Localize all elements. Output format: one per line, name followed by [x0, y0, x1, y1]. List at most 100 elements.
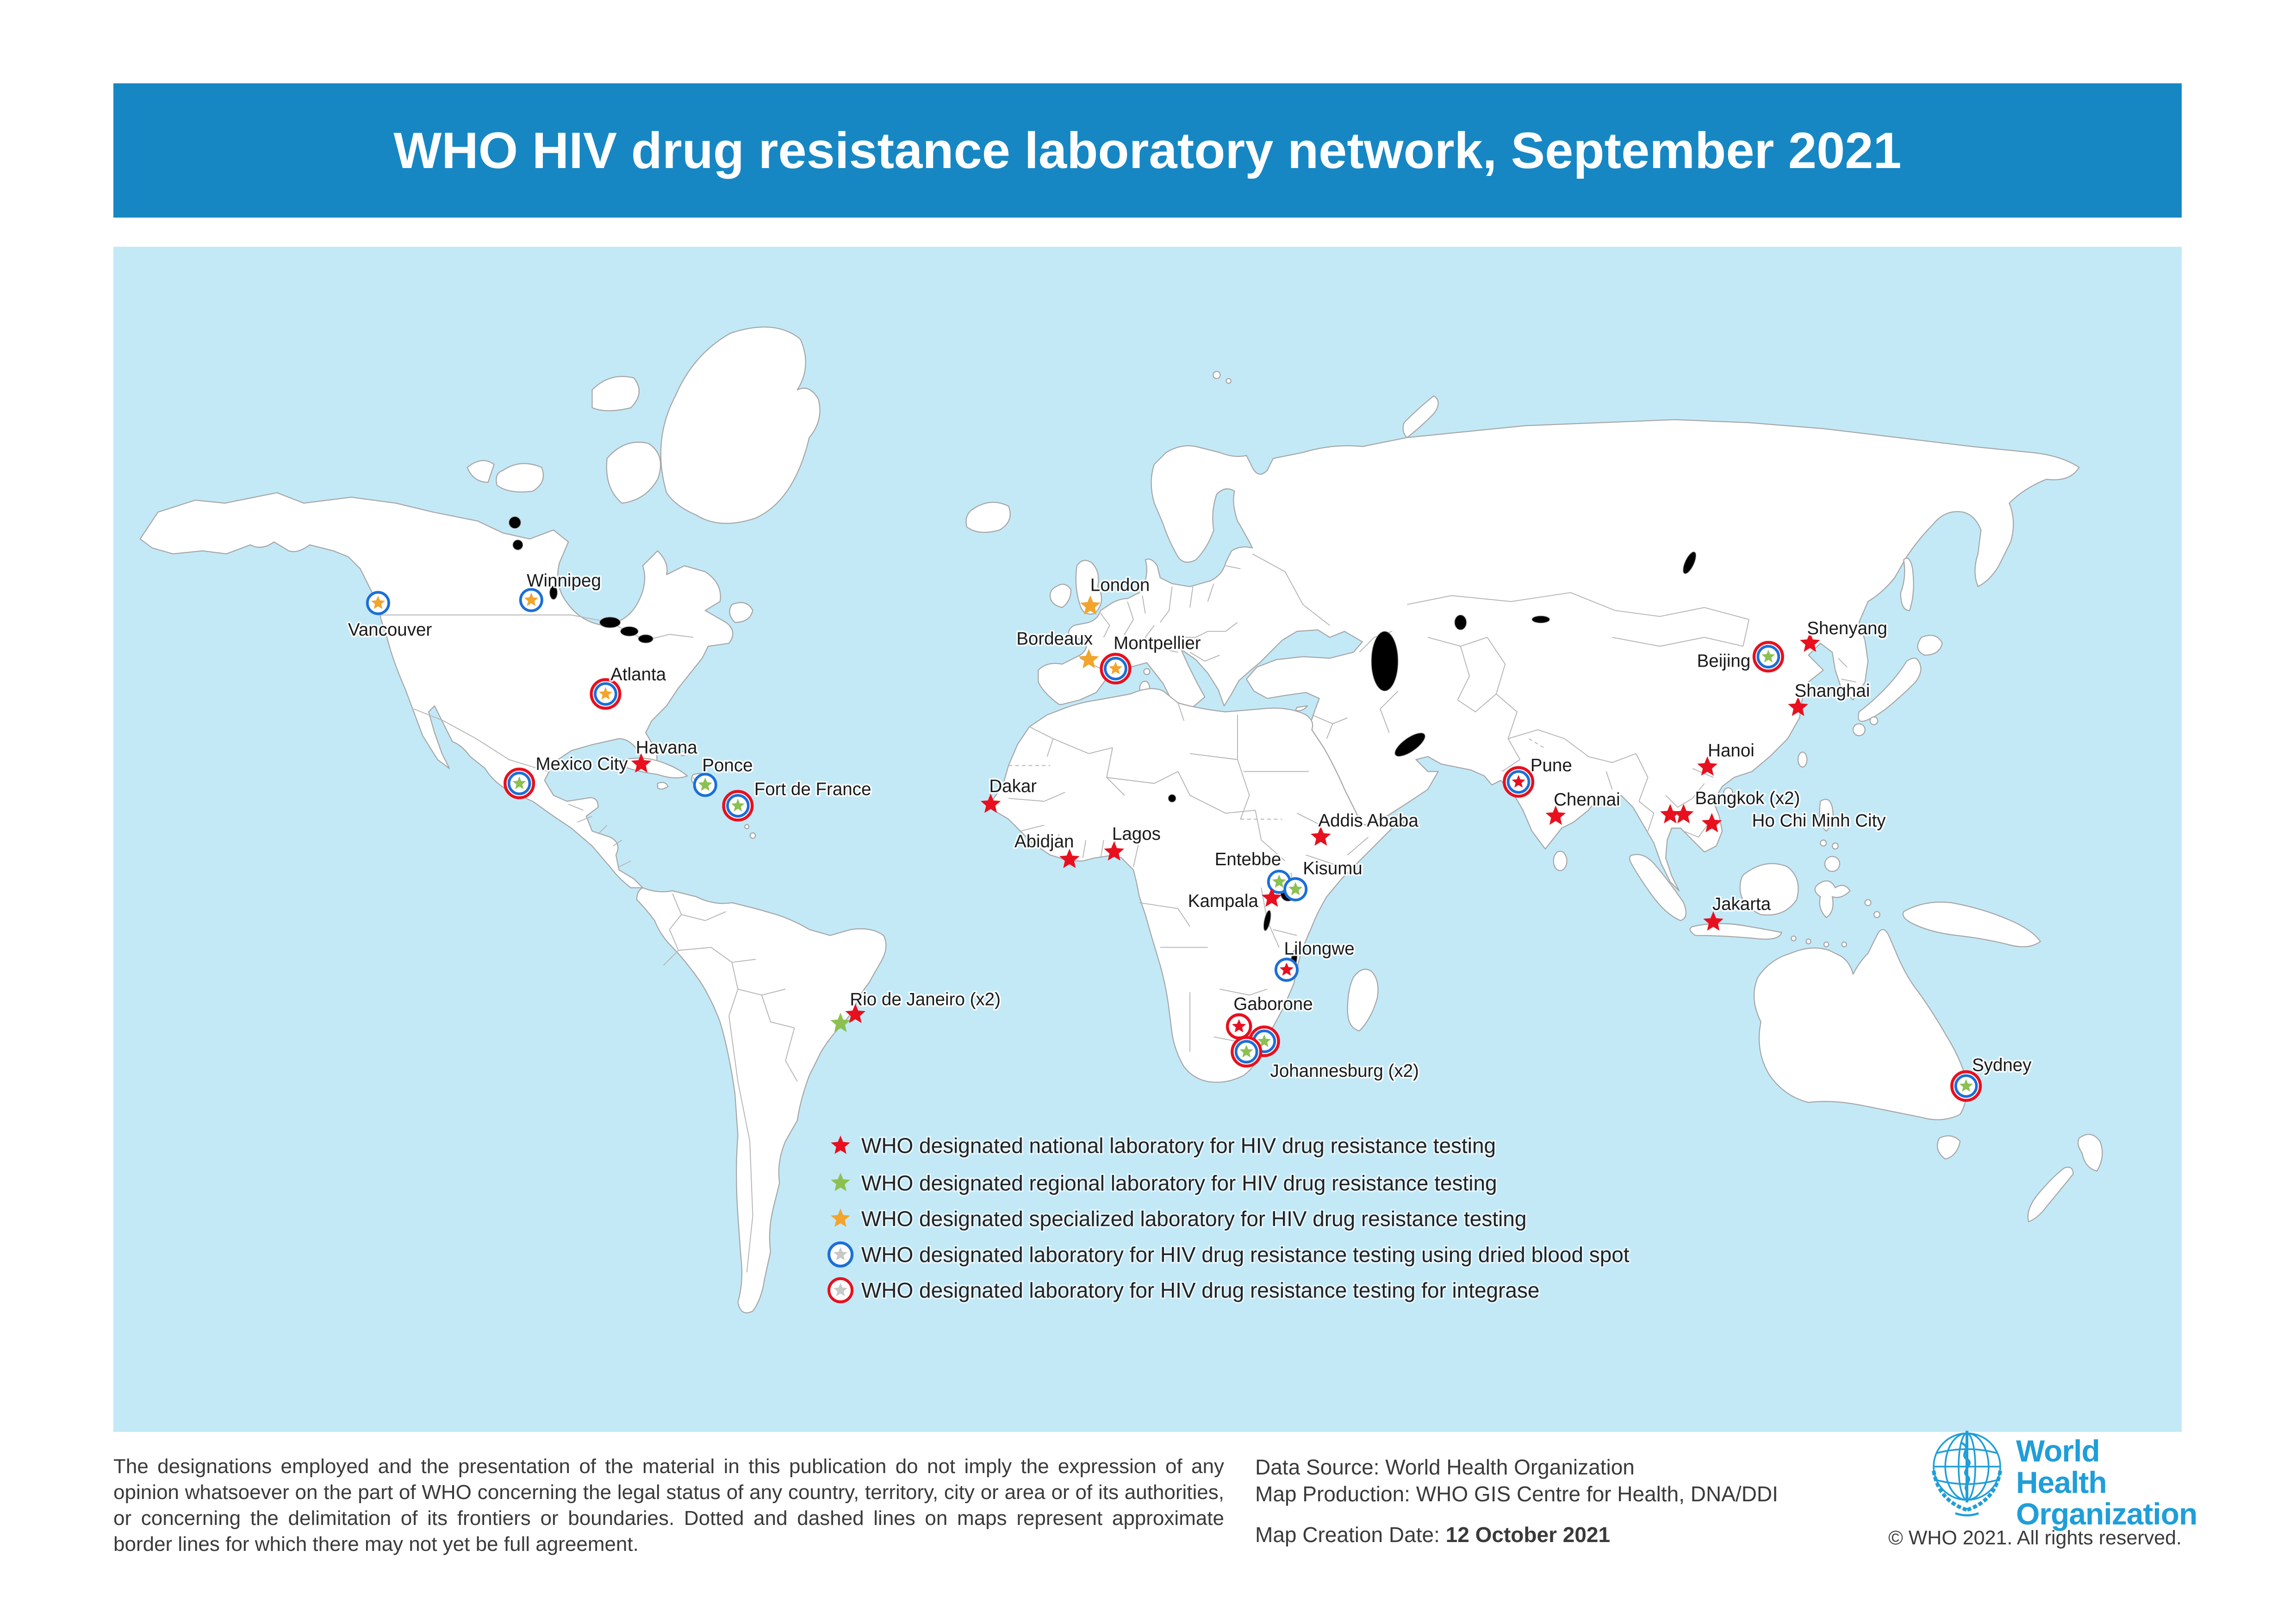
city-label-ho-chi-minh-city: Ho Chi Minh City	[1752, 811, 1886, 831]
national-star-icon	[1310, 826, 1331, 846]
city-label-gaborone: Gaborone	[1233, 994, 1313, 1014]
specialized-star-icon	[1078, 649, 1099, 668]
legend-label-national: WHO designated national laboratory for H…	[861, 1134, 1496, 1158]
world-map: Vancouver Winnipeg Atlanta Mexico City Havan…	[113, 247, 2182, 1432]
map-production-line: Map Production: WHO GIS Centre for Healt…	[1255, 1482, 1778, 1506]
regional-star-icon	[830, 1012, 851, 1032]
who-wordmark-line2: Organization	[2016, 1497, 2197, 1531]
city-label-montpellier: Montpellier	[1114, 633, 1201, 653]
national-star-icon	[1261, 887, 1282, 907]
national-star-icon	[1232, 1019, 1246, 1033]
regional-star-icon	[1959, 1079, 1973, 1092]
specialized-star-icon	[598, 687, 612, 700]
copyright-text: © WHO 2021. All rights reserved.	[1888, 1527, 2182, 1549]
data-source-line: Data Source: World Health Organization	[1255, 1455, 1635, 1479]
national-star-icon	[845, 1004, 866, 1024]
legend-item-integrase-ring: WHO designated laboratory for HIV drug r…	[827, 1277, 1541, 1304]
city-label-vancouver: Vancouver	[348, 620, 432, 640]
specialized-star-icon	[371, 595, 385, 609]
site-marker-bordeaux	[1078, 649, 1099, 668]
city-label-rio-de-janeiro-x2: Rio de Janeiro (x2)	[850, 990, 1001, 1010]
regional-star-icon	[1288, 882, 1303, 895]
site-marker-dakar	[980, 793, 1001, 813]
city-label-winnipeg: Winnipeg	[527, 571, 601, 591]
city-label-ponce: Ponce	[702, 756, 753, 775]
city-label-addis-ababa: Addis Ababa	[1318, 811, 1419, 831]
city-label-london: London	[1090, 575, 1150, 595]
national-star-icon	[631, 753, 652, 773]
national-star-icon	[831, 1135, 850, 1154]
city-label-abidjan: Abidjan	[1014, 831, 1074, 851]
site-marker-vancouver	[366, 591, 390, 615]
legend-label-specialized: WHO designated specialized laboratory fo…	[861, 1206, 1526, 1230]
site-marker-johannesburg-x2	[1231, 1025, 1280, 1068]
site-marker-bangkok-x2	[1660, 804, 1694, 824]
regional-star-icon	[512, 776, 526, 789]
national-star-icon	[1512, 775, 1525, 788]
city-label-atlanta: Atlanta	[610, 665, 666, 685]
city-label-jakarta: Jakarta	[1712, 894, 1771, 914]
site-marker-montpellier	[1100, 653, 1132, 685]
site-marker-kampala	[1261, 887, 1282, 907]
site-marker-hanoi	[1697, 756, 1717, 776]
site-marker-kisumu	[1283, 877, 1308, 901]
site-marker-rio-de-janeiro-x2	[830, 1004, 866, 1032]
site-marker-ho-chi-minh-city	[1701, 813, 1722, 832]
legend-label-integrase-ring: WHO designated laboratory for HIV drug r…	[861, 1278, 1539, 1302]
national-star-icon	[1703, 911, 1724, 931]
city-label-kampala: Kampala	[1188, 891, 1259, 911]
national-star-icon	[1799, 632, 1820, 652]
national-star-icon	[1697, 756, 1717, 776]
map-creation-date: 12 October 2021	[1445, 1523, 1611, 1547]
map-creation-label: Map Creation Date:	[1255, 1523, 1446, 1547]
city-label-sydney: Sydney	[1972, 1055, 2032, 1075]
city-label-havana: Havana	[636, 737, 697, 757]
specialized-star-icon	[524, 593, 538, 606]
city-labels-layer: Vancouver Winnipeg Atlanta Mexico City Havan…	[346, 569, 2033, 1083]
city-label-kisumu: Kisumu	[1303, 858, 1362, 878]
legend-label-dbs-ring: WHO designated laboratory for HIV drug r…	[861, 1243, 1630, 1267]
site-marker-jakarta	[1703, 911, 1724, 931]
site-marker-ponce	[693, 773, 717, 797]
site-marker-fort-de-france	[722, 790, 754, 822]
city-label-chennai: Chennai	[1554, 790, 1620, 810]
national-star-icon	[1673, 804, 1694, 824]
who-wordmark: World Health Organization	[2016, 1435, 2197, 1530]
national-star-icon	[1545, 805, 1566, 825]
site-marker-havana	[631, 753, 652, 773]
site-marker-pune	[1503, 766, 1535, 798]
legend-label-regional: WHO designated regional laboratory for H…	[861, 1171, 1497, 1195]
source-block: Data Source: World Health Organization M…	[1255, 1454, 1778, 1548]
site-marker-addis-ababa	[1310, 826, 1331, 846]
legend-item-specialized: WHO designated specialized laboratory fo…	[831, 1205, 1528, 1232]
city-label-johannesburg-x2: Johannesburg (x2)	[1270, 1061, 1419, 1081]
city-label-beijing: Beijing	[1697, 651, 1751, 671]
city-label-shenyang: Shenyang	[1807, 618, 1887, 638]
regional-star-icon	[1257, 1034, 1271, 1047]
national-star-icon	[1701, 813, 1722, 832]
regional-star-icon	[1272, 874, 1286, 888]
disclaimer-text: The designations employed and the presen…	[113, 1455, 1224, 1555]
city-label-entebbe: Entebbe	[1215, 849, 1282, 869]
site-marker-beijing	[1752, 641, 1784, 673]
regional-star-icon	[698, 777, 712, 791]
who-logo: World Health Organization	[1925, 1429, 2197, 1535]
site-marker-mexico-city	[504, 768, 535, 800]
specialized-star-icon	[1080, 595, 1101, 615]
legend-item-regional: WHO designated regional laboratory for H…	[831, 1169, 1499, 1196]
regional-star-icon	[731, 799, 745, 812]
city-label-shanghai: Shanghai	[1795, 681, 1870, 701]
city-label-bangkok-x2: Bangkok (x2)	[1695, 788, 1800, 808]
site-marker-atlanta	[590, 678, 622, 710]
regional-star-icon	[831, 1173, 850, 1191]
title-banner: WHO HIV drug resistance laboratory netwo…	[113, 83, 2182, 218]
site-marker-shenyang	[1799, 632, 1820, 652]
site-marker-shanghai	[1788, 696, 1808, 716]
legend-item-dbs-ring: WHO designated laboratory for HIV drug r…	[827, 1241, 1631, 1268]
city-label-pune: Pune	[1531, 756, 1572, 775]
site-marker-gaborone	[1226, 1013, 1252, 1040]
site-marker-sydney	[1950, 1070, 1982, 1102]
site-marker-abidjan	[1059, 849, 1080, 868]
who-wordmark-line1: World Health	[2016, 1434, 2107, 1499]
